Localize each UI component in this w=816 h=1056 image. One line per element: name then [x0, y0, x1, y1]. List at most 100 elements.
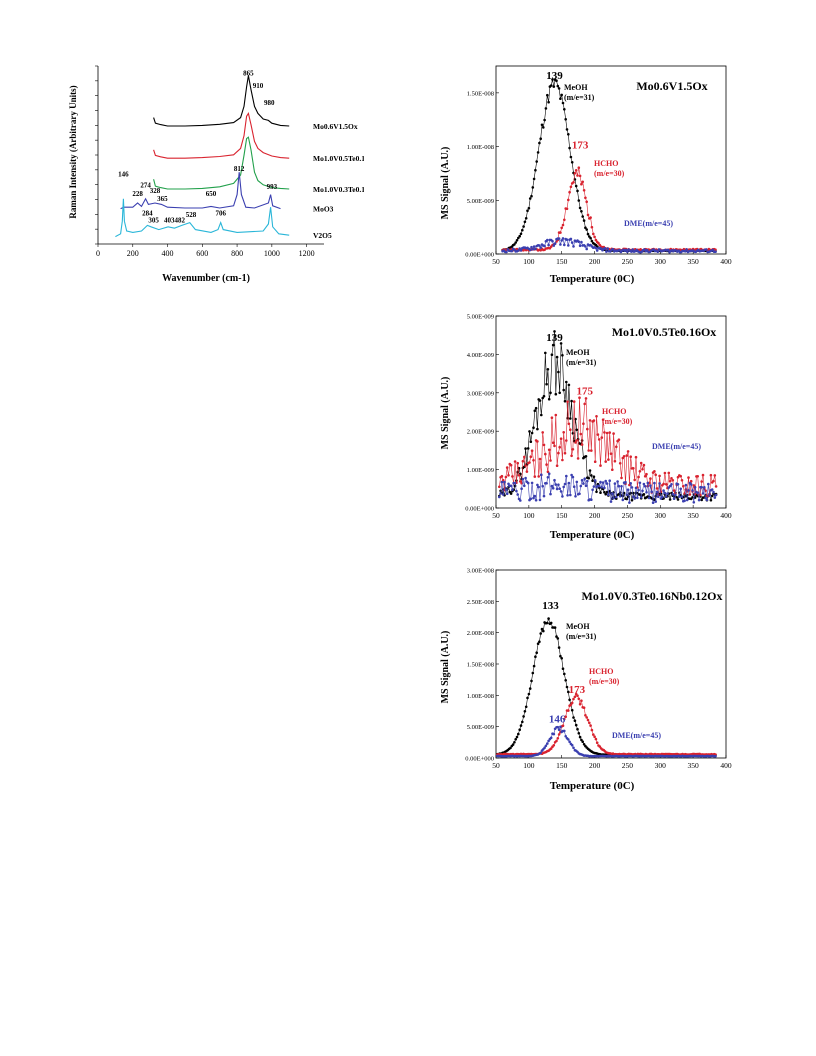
tpd-data-point [586, 232, 590, 236]
tpd-data-point [586, 479, 589, 483]
tpd-data-point [549, 747, 553, 750]
tpd-data-point [499, 492, 502, 495]
tpd-data-point [642, 463, 646, 467]
raman-peak-label: 812 [234, 165, 245, 173]
tpd-x-tick-label: 350 [688, 511, 700, 520]
tpd-y-tick-label: 5.00E-009 [467, 198, 494, 205]
tpd-data-point [562, 431, 565, 434]
tpd2-title: Mo1.0V0.5Te0.16Ox [612, 325, 717, 339]
tpd-x-tick-label: 200 [589, 257, 601, 266]
tpd-data-point [563, 729, 566, 733]
tpd-data-point [529, 497, 533, 501]
tpd-data-point [605, 250, 608, 253]
tpd-data-point [617, 438, 621, 441]
tpd-data-point [505, 492, 509, 496]
tpd-data-point [518, 234, 521, 238]
tpd-data-point [604, 460, 607, 463]
tpd-data-point [592, 733, 595, 736]
tpd-data-point [710, 494, 714, 498]
tpd-x-tick-label: 250 [622, 761, 634, 770]
tpd-data-point [532, 426, 535, 429]
tpd-series-line [499, 473, 717, 503]
tpd-data-point [586, 427, 589, 431]
tpd-data-point [692, 501, 696, 504]
tpd-data-point [567, 738, 570, 741]
tpd-data-point [556, 737, 560, 740]
tpd2-plot-area: 50 100 150 200 250 300 350 400 0.00E+000 1.00E-00… [465, 314, 732, 521]
tpd-data-point [557, 370, 560, 374]
tpd-x-tick-label: 250 [622, 511, 634, 520]
tpd-data-point [526, 209, 529, 212]
tpd-data-point [604, 479, 607, 483]
tpd-data-point [561, 667, 565, 670]
tpd-data-point [663, 491, 667, 495]
tpd-data-point [712, 479, 715, 483]
tpd-data-point [559, 97, 562, 100]
tpd-data-point [592, 419, 596, 422]
tpd-data-point [583, 402, 586, 406]
raman-x-tick-label: 400 [162, 249, 174, 258]
tpd-data-point [546, 238, 549, 242]
tpd-data-point [585, 228, 588, 231]
tpd-data-point [538, 399, 542, 402]
tpd-data-point [625, 454, 629, 457]
tpd-data-point [542, 629, 545, 633]
tpd-data-point [563, 672, 566, 676]
raman-series-line [153, 136, 290, 190]
tpd-data-point [595, 249, 599, 252]
raman-series-line [120, 172, 281, 210]
tpd-data-point [564, 118, 567, 121]
tpd-data-point [541, 431, 544, 434]
tpd-data-point [584, 484, 588, 488]
tpd-data-point [545, 382, 548, 386]
tpd-data-point [565, 128, 569, 131]
tpd-data-point [536, 427, 539, 431]
tpd-data-point [572, 485, 576, 488]
tpd-data-point [530, 431, 534, 435]
tpd-data-point [585, 716, 588, 719]
tpd-data-point [575, 480, 579, 484]
tpd-data-point [565, 474, 568, 478]
tpd-data-point [520, 487, 523, 490]
tpd-data-point [625, 497, 629, 501]
tpd-data-point [543, 118, 546, 122]
tpd-data-point [625, 493, 629, 497]
tpd-data-point [613, 482, 617, 485]
raman-series-label: Mo0.6V1.5Ox [313, 122, 358, 131]
tpd-data-point [571, 432, 575, 435]
tpd-chart-2: 50 100 150 200 250 300 350 400 0.00E+000 1.00E-00… [440, 314, 732, 542]
tpd-data-point [545, 463, 548, 466]
tpd-data-point [531, 186, 535, 189]
tpd-data-point [565, 685, 569, 689]
tpd-data-point [549, 736, 553, 740]
tpd-data-point [645, 472, 648, 476]
tpd-data-point [571, 475, 575, 479]
tpd-data-point [605, 431, 609, 435]
tpd-data-point [530, 679, 533, 683]
tpd-data-point [528, 430, 531, 433]
tpd-data-point [647, 496, 651, 500]
tpd-data-point [666, 492, 669, 495]
tpd-data-point [546, 476, 550, 479]
tpd-data-point [557, 87, 561, 90]
tpd-data-point [524, 705, 528, 709]
tpd-y-tick-label: 3.00E-009 [467, 390, 494, 397]
tpd-data-point [689, 483, 693, 486]
tpd-data-point [603, 486, 606, 490]
tpd-data-point [568, 146, 571, 150]
raman-series-label: V2O5 [313, 231, 332, 240]
tpd-data-point [584, 196, 587, 200]
tpd-data-point [609, 452, 613, 455]
raman-series-line [153, 75, 290, 127]
tpd-data-point [704, 496, 707, 500]
tpd-data-point [549, 391, 552, 395]
tpd-y-tick-label: 2.50E-008 [467, 599, 494, 606]
tpd-data-point [513, 481, 517, 485]
tpd-series-label: MeOH [566, 622, 590, 631]
tpd-data-point [551, 343, 555, 347]
tpd1-ylabel: MS Signal (A.U.) [440, 147, 451, 220]
tpd-x-tick-label: 50 [492, 257, 500, 266]
tpd-data-point [514, 241, 517, 244]
tpd-data-point [580, 478, 584, 482]
tpd-data-point [565, 207, 569, 211]
